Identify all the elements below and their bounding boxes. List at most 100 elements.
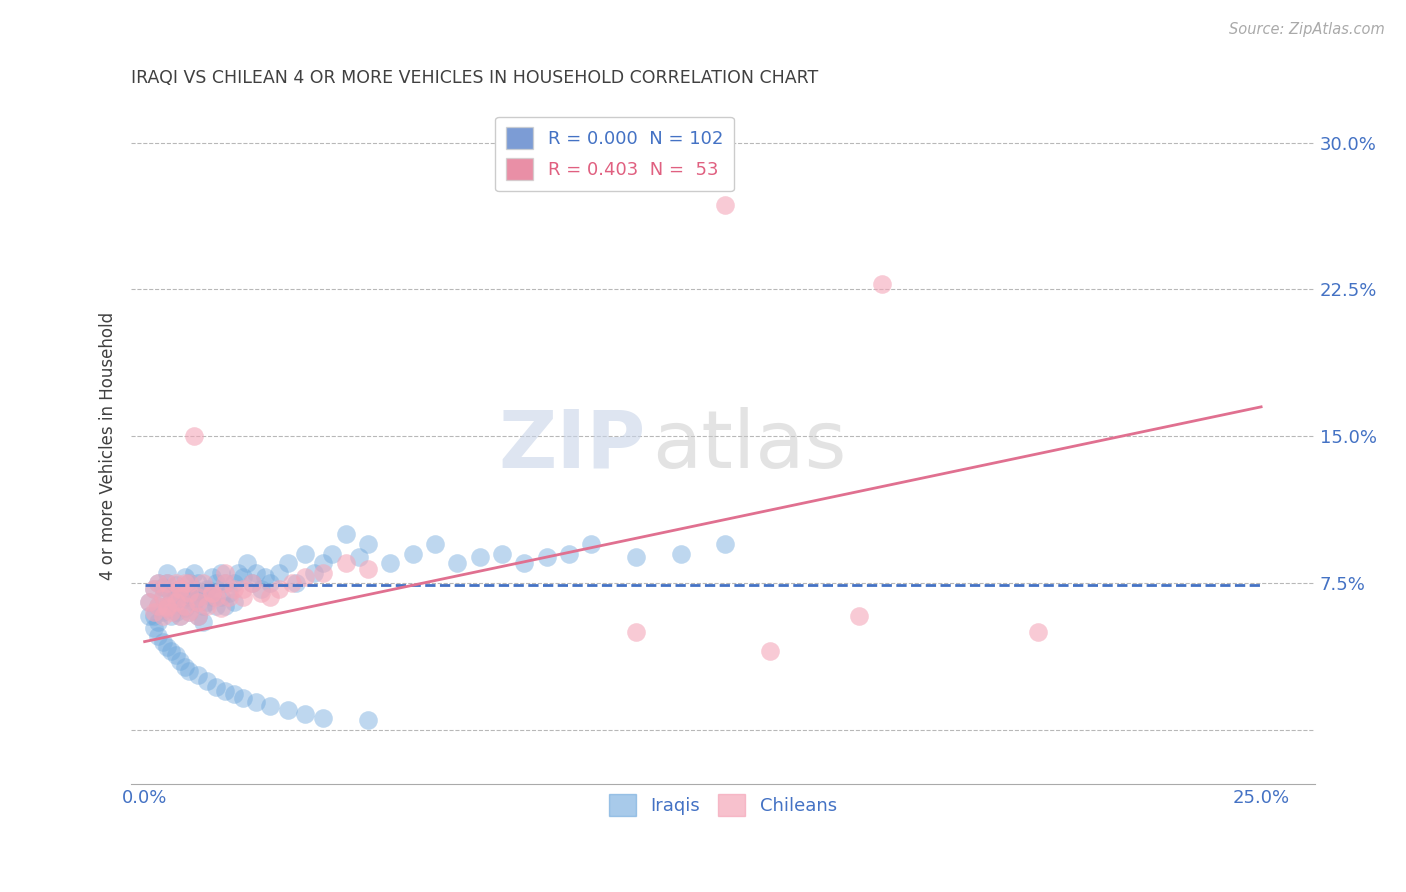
- Point: [277, 703, 299, 717]
- Point: [169, 590, 191, 604]
- Point: [249, 582, 271, 596]
- Point: [335, 557, 357, 571]
- Text: Source: ZipAtlas.com: Source: ZipAtlas.com: [1229, 22, 1385, 37]
- Point: [165, 605, 187, 619]
- Point: [169, 609, 191, 624]
- Point: [173, 585, 195, 599]
- Point: [179, 605, 201, 619]
- Y-axis label: 4 or more Vehicles in Household: 4 or more Vehicles in Household: [100, 312, 117, 580]
- Point: [232, 590, 254, 604]
- Point: [228, 566, 250, 581]
- Point: [146, 575, 169, 590]
- Point: [169, 582, 191, 596]
- Point: [209, 601, 232, 615]
- Point: [335, 527, 357, 541]
- Point: [218, 585, 240, 599]
- Point: [870, 277, 893, 291]
- Point: [201, 590, 224, 604]
- Point: [142, 582, 165, 596]
- Point: [169, 582, 191, 596]
- Point: [357, 537, 380, 551]
- Point: [191, 615, 214, 629]
- Point: [173, 570, 195, 584]
- Point: [491, 547, 513, 561]
- Point: [191, 585, 214, 599]
- Point: [536, 550, 558, 565]
- Point: [187, 575, 209, 590]
- Point: [1026, 624, 1049, 639]
- Point: [156, 599, 179, 614]
- Point: [401, 547, 423, 561]
- Point: [183, 582, 205, 596]
- Point: [245, 695, 267, 709]
- Point: [267, 566, 290, 581]
- Point: [294, 547, 316, 561]
- Text: ZIP: ZIP: [499, 407, 645, 485]
- Point: [169, 609, 191, 624]
- Point: [259, 590, 281, 604]
- Point: [179, 585, 201, 599]
- Point: [142, 621, 165, 635]
- Point: [218, 590, 240, 604]
- Point: [558, 547, 581, 561]
- Point: [205, 590, 228, 604]
- Point: [191, 575, 214, 590]
- Point: [240, 575, 263, 590]
- Point: [848, 609, 870, 624]
- Point: [446, 557, 468, 571]
- Point: [152, 580, 174, 594]
- Point: [285, 575, 308, 590]
- Point: [165, 648, 187, 663]
- Point: [146, 575, 169, 590]
- Point: [187, 590, 209, 604]
- Point: [152, 590, 174, 604]
- Point: [152, 590, 174, 604]
- Point: [222, 575, 245, 590]
- Point: [513, 557, 536, 571]
- Point: [232, 582, 254, 596]
- Point: [156, 575, 179, 590]
- Point: [222, 688, 245, 702]
- Point: [581, 537, 603, 551]
- Point: [169, 654, 191, 668]
- Point: [187, 590, 209, 604]
- Text: IRAQI VS CHILEAN 4 OR MORE VEHICLES IN HOUSEHOLD CORRELATION CHART: IRAQI VS CHILEAN 4 OR MORE VEHICLES IN H…: [131, 69, 818, 87]
- Point: [173, 601, 195, 615]
- Point: [142, 605, 165, 619]
- Point: [312, 711, 335, 725]
- Point: [152, 605, 174, 619]
- Point: [195, 595, 218, 609]
- Point: [214, 575, 236, 590]
- Point: [201, 585, 224, 599]
- Point: [179, 575, 201, 590]
- Point: [183, 566, 205, 581]
- Point: [195, 582, 218, 596]
- Point: [236, 557, 259, 571]
- Point: [146, 599, 169, 614]
- Point: [357, 713, 380, 727]
- Point: [152, 609, 174, 624]
- Point: [138, 595, 160, 609]
- Point: [281, 575, 304, 590]
- Point: [357, 562, 380, 576]
- Point: [187, 609, 209, 624]
- Point: [156, 566, 179, 581]
- Point: [183, 595, 205, 609]
- Point: [187, 668, 209, 682]
- Point: [160, 585, 183, 599]
- Point: [173, 660, 195, 674]
- Point: [179, 590, 201, 604]
- Point: [201, 570, 224, 584]
- Point: [759, 644, 782, 658]
- Point: [146, 599, 169, 614]
- Point: [423, 537, 446, 551]
- Text: atlas: atlas: [652, 407, 846, 485]
- Legend: Iraqis, Chileans: Iraqis, Chileans: [602, 787, 844, 822]
- Point: [205, 599, 228, 614]
- Point: [160, 644, 183, 658]
- Point: [347, 550, 370, 565]
- Point: [179, 664, 201, 678]
- Point: [714, 537, 737, 551]
- Point: [160, 605, 183, 619]
- Point: [259, 699, 281, 714]
